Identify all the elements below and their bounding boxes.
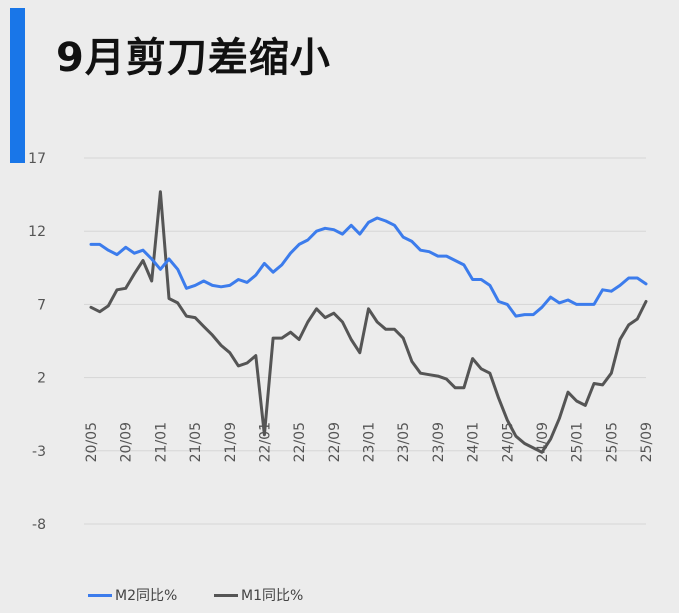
x-tick-label: 22/09 [327,422,343,462]
y-tick-label: -3 [32,444,46,460]
x-tick-label: 23/09 [431,422,447,462]
legend-swatch-m2 [88,593,112,597]
title-accent-bar [10,8,25,163]
y-tick-label: 2 [37,371,46,387]
chart-title: 9月剪刀差缩小 [56,35,331,81]
x-tick-label: 20/05 [84,422,100,462]
legend-label-m1: M1同比% [241,588,304,604]
legend-item-m2: M2同比% [88,585,177,605]
x-tick-label: 20/09 [119,422,135,462]
y-tick-label: 7 [37,297,46,313]
x-tick-label: 23/01 [362,422,378,462]
x-tick-label: 25/05 [604,422,620,462]
y-tick-label: 17 [28,151,46,167]
series-line-m1 [89,190,648,454]
x-tick-label: 22/05 [292,422,308,462]
legend-label-m2: M2同比% [115,588,178,604]
x-tick-label: 24/05 [500,422,516,462]
x-tick-label: 21/01 [153,422,169,462]
series-line-m2 [89,216,648,318]
x-tick-label: 22/01 [257,422,273,462]
x-tick-label: 23/05 [396,422,412,462]
x-tick-label: 21/09 [223,422,239,462]
x-tick-label: 25/01 [570,422,586,462]
x-tick-label: 25/09 [639,422,655,462]
y-tick-label: 12 [28,224,46,240]
y-tick-label: -8 [32,517,46,533]
x-tick-label: 24/01 [466,422,482,462]
x-tick-label: 21/05 [188,422,204,462]
legend-swatch-m1 [214,593,238,597]
legend-item-m1: M1同比% [214,585,303,605]
